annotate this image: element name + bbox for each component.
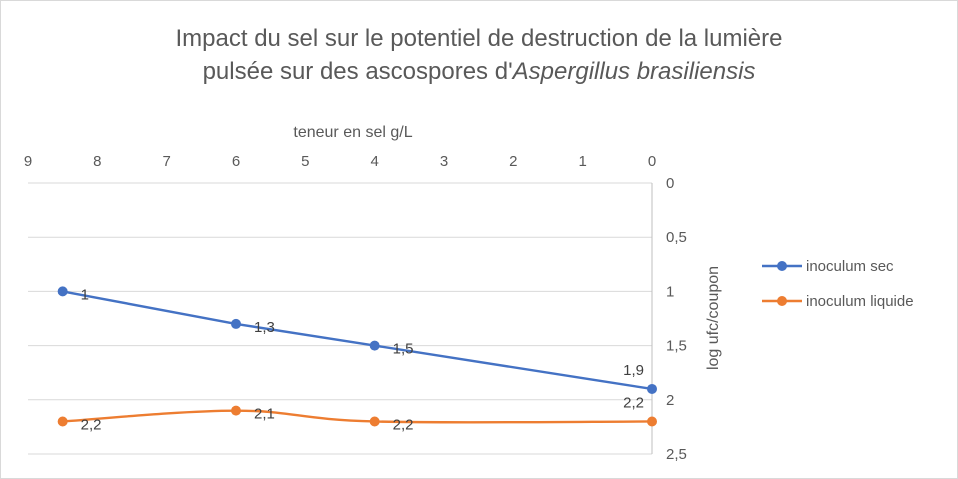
x-tick-label: 0 (648, 153, 656, 170)
series-layer (57, 286, 657, 427)
legend-label: inoculum liquide (806, 293, 914, 310)
chart-title-prefix: pulsée sur des ascospores d' (202, 58, 513, 85)
data-point (231, 405, 241, 416)
legend: inoculum sec inoculum liquide (762, 258, 914, 310)
data-point (57, 286, 68, 297)
data-label: 2,2 (393, 416, 414, 433)
data-label: 1 (81, 286, 89, 303)
data-point (57, 416, 68, 427)
data-label: 2,2 (81, 416, 102, 433)
data-labels: 1 1,3 1,5 1,9 2,2 2,1 2,2 2,2 (81, 286, 644, 433)
x-tick-label: 3 (440, 153, 448, 170)
y-tick-label: 2,5 (666, 446, 687, 463)
data-label: 1,5 (393, 341, 414, 358)
x-tick-label: 1 (578, 153, 586, 170)
legend-marker (777, 296, 787, 306)
chart-title-line-1: Impact du sel sur le potentiel de destru… (175, 25, 783, 52)
legend-marker (777, 261, 787, 271)
data-point (231, 318, 241, 329)
y-tick-label: 2 (666, 392, 674, 409)
x-tick-label: 2 (509, 153, 517, 170)
series-line (61, 409, 654, 424)
x-tick-label: 4 (370, 153, 378, 170)
data-point (647, 383, 657, 394)
gridlines (28, 182, 652, 455)
axes: 0 0,5 1 1,5 2 2,5 9 8 7 6 5 4 3 2 1 0 teneur en sel g/L l… (24, 124, 722, 463)
series-line (61, 290, 654, 391)
data-point (647, 416, 657, 427)
x-tick-label: 5 (301, 153, 309, 170)
data-label: 2,2 (623, 394, 644, 411)
y-tick-label: 1 (666, 283, 674, 300)
y-tick-label: 0,5 (666, 229, 687, 246)
x-tick-label: 6 (232, 153, 240, 170)
y-tick-label: 0 (666, 175, 674, 192)
x-tick-label: 9 (24, 153, 32, 170)
data-point (369, 340, 380, 351)
chart-title-line-2: pulsée sur des ascospores d'Aspergillus … (0, 55, 958, 88)
data-label: 1,3 (254, 319, 275, 336)
legend-label: inoculum sec (806, 258, 894, 275)
data-label: 2,1 (254, 406, 275, 423)
x-axis-title: teneur en sel g/L (293, 124, 412, 141)
x-tick-label: 8 (93, 153, 101, 170)
x-tick-label: 7 (162, 153, 170, 170)
data-point (369, 416, 380, 427)
chart-title: Impact du sel sur le potentiel de destru… (0, 22, 958, 88)
chart-title-species: Aspergillus brasiliensis (512, 58, 756, 85)
data-label: 1,9 (623, 362, 644, 379)
y-axis-title: log ufc/coupon (705, 266, 722, 370)
y-tick-label: 1,5 (666, 338, 687, 355)
